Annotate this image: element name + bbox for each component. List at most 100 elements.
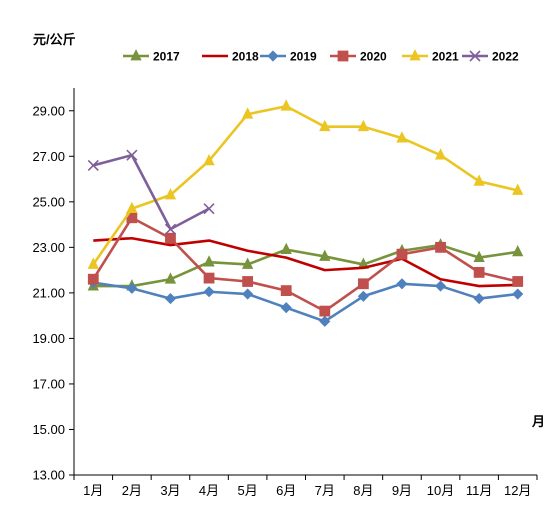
series-2022 xyxy=(87,149,215,235)
x-tick-label: 3月 xyxy=(160,483,180,498)
data-point-2017-11 xyxy=(473,250,485,262)
legend: 2017 2018 2019 2020 2021 2022 xyxy=(123,49,519,64)
data-point-2019-2 xyxy=(126,282,138,294)
series-line-2017 xyxy=(93,243,518,288)
legend-item-2021: 2021 xyxy=(402,49,459,64)
series-line-2020 xyxy=(92,216,519,313)
data-point-2021-12 xyxy=(512,183,524,195)
legend-marker xyxy=(337,50,349,62)
series-2020 xyxy=(87,212,524,317)
data-point-2019-3 xyxy=(164,293,177,305)
marker-stroke xyxy=(126,149,138,161)
data-point-2019-5 xyxy=(242,288,254,300)
data-point-2020-7 xyxy=(319,305,331,317)
data-point-2020-9 xyxy=(396,248,408,260)
data-point-2020-6 xyxy=(280,285,292,297)
y-tick-label: 15.00 xyxy=(32,422,65,437)
x-tick-label: 2月 xyxy=(122,483,142,498)
x-tick-label: 4月 xyxy=(199,483,219,498)
data-point-2020-3 xyxy=(165,232,176,244)
y-tick-label: 25.00 xyxy=(32,194,65,209)
marker-stroke xyxy=(164,223,177,235)
series-2021 xyxy=(87,99,524,269)
x-tick-label: 5月 xyxy=(238,483,258,498)
data-point-2020-10 xyxy=(435,241,446,253)
legend-marker xyxy=(267,50,279,62)
x-tick-label: 12月 xyxy=(504,483,531,498)
y-tick-label: 19.00 xyxy=(32,331,65,346)
data-point-2021-5 xyxy=(241,107,254,119)
data-point-2022-4 xyxy=(203,203,215,215)
legend-label: 2019 xyxy=(290,50,317,64)
legend-label: 2022 xyxy=(492,50,519,64)
data-point-2019-10 xyxy=(434,280,447,292)
x-tick-label: 7月 xyxy=(315,483,335,498)
legend-marker xyxy=(130,49,142,61)
data-point-2019-12 xyxy=(512,288,524,300)
legend-label: 2021 xyxy=(432,50,459,64)
legend-marker xyxy=(469,50,481,62)
y-tick-label: 13.00 xyxy=(32,468,65,483)
series-line-2019 xyxy=(93,281,518,323)
marker-stroke xyxy=(87,159,99,171)
data-point-2017-6 xyxy=(280,242,292,255)
series-2018 xyxy=(93,236,518,288)
legend-label: 2017 xyxy=(153,50,180,64)
x-tick-label: 1月 xyxy=(83,483,103,498)
legend-label: 2018 xyxy=(232,50,259,64)
data-point-2021-3 xyxy=(164,188,177,200)
data-point-2019-4 xyxy=(203,286,215,298)
data-point-2022-3 xyxy=(164,223,177,235)
data-point-2019-8 xyxy=(357,290,369,302)
data-point-2019-6 xyxy=(280,302,292,314)
legend-item-2019: 2019 xyxy=(260,50,317,64)
axes: 29.00 27.00 25.00 23.00 21.00 19.00 17.00 15.00… xyxy=(32,88,538,498)
x-tick-label: 6月 xyxy=(276,483,296,498)
data-point-2019-7 xyxy=(319,315,331,327)
data-point-2021-7 xyxy=(319,119,331,132)
series-line-2018 xyxy=(93,236,518,288)
data-point-2020-8 xyxy=(357,278,369,290)
y-tick-label: 27.00 xyxy=(32,149,65,164)
data-point-2021-1 xyxy=(87,257,99,269)
x-tick-label: 11月 xyxy=(466,483,493,498)
y-tick-label: 21.00 xyxy=(32,285,65,300)
data-point-2017-3 xyxy=(164,272,177,284)
x-axis-unit-label: 月 xyxy=(531,414,545,429)
legend-item-2018: 2018 xyxy=(202,50,259,64)
data-point-2020-11 xyxy=(473,266,485,278)
data-point-2017-7 xyxy=(319,249,331,261)
x-tick-label: 9月 xyxy=(392,483,412,498)
data-point-2021-10 xyxy=(434,148,447,160)
data-point-2022-1 xyxy=(87,159,99,171)
data-point-2022-2 xyxy=(126,149,138,161)
data-point-2020-4 xyxy=(203,272,215,284)
y-tick-label: 17.00 xyxy=(32,376,65,391)
legend-marker xyxy=(409,49,421,61)
data-point-2021-6 xyxy=(280,99,292,111)
data-point-2021-4 xyxy=(203,153,215,166)
x-tick-label: 8月 xyxy=(353,483,373,498)
y-tick-label: 29.00 xyxy=(32,103,65,118)
marker-stroke xyxy=(203,203,215,215)
legend-label: 2020 xyxy=(360,50,387,64)
x-tick-label: 10月 xyxy=(427,483,454,498)
data-point-2017-4 xyxy=(203,255,215,267)
legend-item-2017: 2017 xyxy=(123,49,180,64)
plot-area xyxy=(87,99,524,327)
data-point-2019-9 xyxy=(396,278,408,290)
data-point-2020-1 xyxy=(87,273,99,285)
data-point-2019-11 xyxy=(473,293,485,305)
data-point-2017-12 xyxy=(512,245,524,257)
data-point-2017-5 xyxy=(241,257,254,269)
y-tick-label: 23.00 xyxy=(32,240,65,255)
data-point-2021-9 xyxy=(396,131,408,143)
legend-item-2020: 2020 xyxy=(330,50,387,64)
y-axis-unit-label: 元/公斤 xyxy=(33,32,76,47)
data-point-2021-2 xyxy=(126,201,138,214)
marker-stroke xyxy=(469,50,481,62)
data-point-2020-12 xyxy=(512,276,524,287)
series-2019 xyxy=(87,277,524,327)
